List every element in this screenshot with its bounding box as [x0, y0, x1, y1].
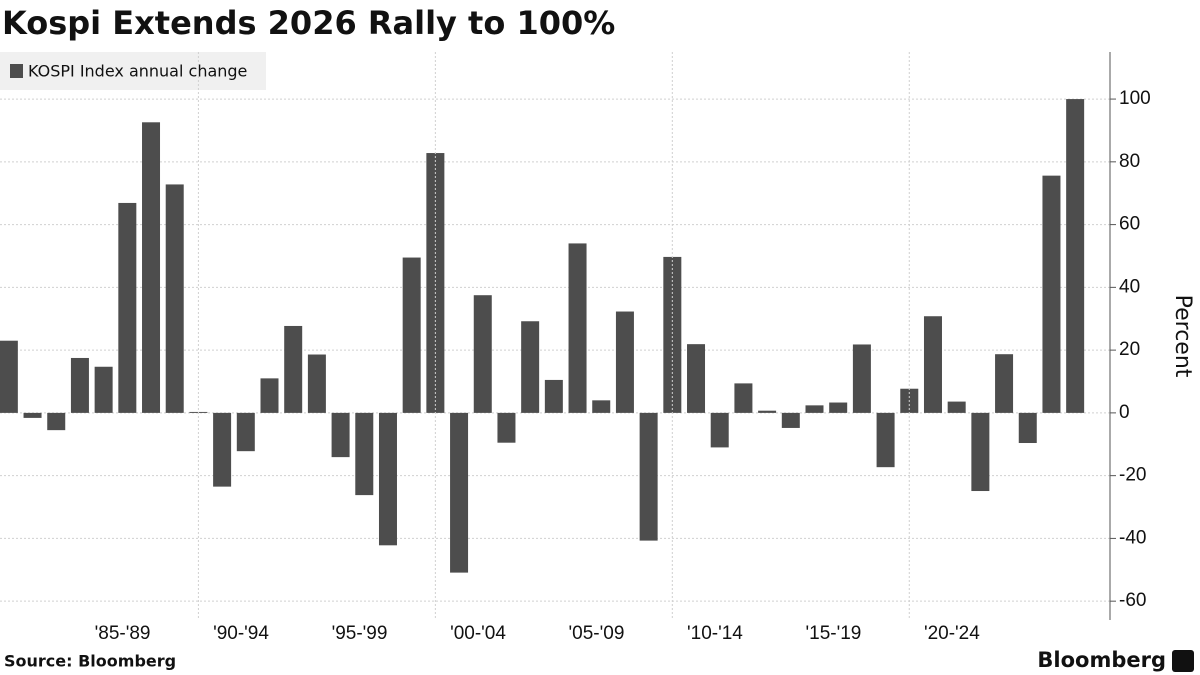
bar	[971, 412, 990, 492]
bar	[521, 321, 540, 413]
x-tick-label: '15-'19	[806, 623, 862, 644]
bar	[378, 412, 397, 546]
y-tick-label: 20	[1119, 339, 1140, 360]
bar	[331, 412, 350, 458]
y-tick-label: -40	[1119, 527, 1146, 548]
y-tick-label: 60	[1119, 214, 1140, 235]
legend-swatch	[10, 64, 23, 78]
bar	[592, 400, 611, 413]
y-tick-label: 80	[1119, 151, 1140, 172]
bar	[94, 366, 113, 413]
bar	[355, 412, 374, 496]
bar	[473, 295, 492, 413]
bar	[0, 340, 18, 413]
y-tick-label: -60	[1119, 590, 1146, 611]
x-tick-label: '10-'14	[687, 623, 743, 644]
bar	[497, 412, 516, 443]
bar	[260, 378, 279, 413]
bar	[758, 410, 777, 413]
x-tick-label: '90-'94	[213, 623, 269, 644]
y-tick-label: 40	[1119, 276, 1140, 297]
bar	[47, 412, 66, 431]
x-tick-label: '85-'89	[95, 623, 151, 644]
bar	[1018, 412, 1037, 444]
bar	[805, 405, 824, 413]
x-tick-label: '20-'24	[924, 623, 980, 644]
bar	[23, 412, 42, 418]
bar	[995, 354, 1014, 413]
bar	[1066, 99, 1085, 413]
bar	[687, 344, 706, 413]
x-tick-label: '00-'04	[450, 623, 506, 644]
y-axis-label: Percent	[1170, 295, 1195, 378]
legend-box	[0, 52, 266, 90]
bar	[852, 344, 871, 413]
bar	[734, 383, 753, 413]
bar	[876, 412, 895, 468]
bar	[829, 402, 848, 413]
bar	[284, 325, 303, 413]
bar	[118, 202, 137, 413]
bar	[781, 412, 800, 428]
bar	[615, 311, 634, 413]
bar	[213, 412, 232, 487]
brand-icon	[1172, 650, 1194, 672]
bar	[663, 256, 682, 413]
x-tick-label: '05-'09	[569, 623, 625, 644]
chart-title: Kospi Extends 2026 Rally to 100%	[2, 4, 615, 42]
bar	[307, 354, 326, 413]
bar	[568, 243, 587, 413]
bar	[426, 153, 445, 413]
y-tick-label: 100	[1119, 88, 1151, 109]
bar	[450, 412, 469, 573]
legend-label: KOSPI Index annual change	[28, 62, 247, 81]
bar	[639, 412, 658, 541]
bar	[1042, 175, 1061, 413]
y-tick-label: -20	[1119, 465, 1146, 486]
bar	[544, 379, 563, 413]
bar	[947, 401, 966, 413]
bar	[923, 316, 942, 413]
y-tick-label: 0	[1119, 402, 1130, 423]
bar	[142, 122, 161, 413]
source: Source: Bloomberg	[4, 652, 176, 671]
x-tick-label: '95-'99	[332, 623, 388, 644]
bar	[710, 412, 729, 448]
bar	[236, 412, 255, 452]
bar	[165, 184, 184, 413]
brand: Bloomberg	[1037, 648, 1166, 672]
bar	[402, 257, 421, 413]
bar	[70, 357, 89, 413]
